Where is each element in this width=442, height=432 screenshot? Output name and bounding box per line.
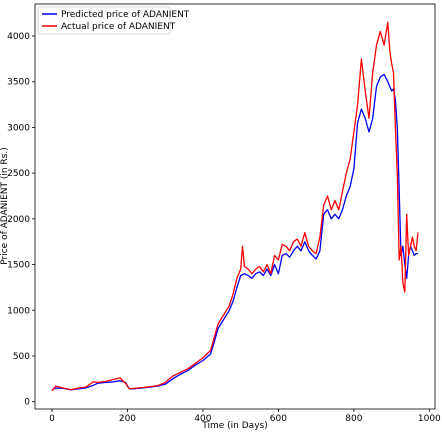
- x-tick-label: 400: [194, 414, 211, 424]
- y-tick-label: 500: [13, 352, 30, 362]
- x-tick-label: 0: [49, 414, 55, 424]
- plot-frame: [34, 3, 436, 410]
- legend-label-predicted: Predicted price of ADANIENT: [61, 10, 190, 20]
- y-tick-label: 2500: [7, 169, 30, 179]
- x-tick-label: 600: [270, 414, 287, 424]
- series-line-predicted: [51, 73, 418, 391]
- legend-box: [37, 6, 171, 35]
- series-layer: [51, 21, 419, 392]
- x-axis-label: Time (in Days): [201, 421, 267, 431]
- y-axis-label: Price of ADANIENT (in Rs.): [0, 147, 10, 265]
- legend: Predicted price of ADANIENT Actual price…: [37, 6, 190, 35]
- y-tick-label: 2000: [7, 215, 30, 225]
- y-tick-label: 0: [24, 398, 30, 408]
- x-tick-label: 1000: [418, 414, 441, 424]
- y-tick-label: 3500: [7, 78, 30, 88]
- ticks-layer: 0 200 400 600 800 1000 0 500 1000 1500 2000 2500 300…: [7, 32, 441, 424]
- y-tick-label: 3000: [7, 123, 30, 133]
- y-tick-label: 1000: [7, 306, 30, 316]
- legend-label-actual: Actual price of ADANIENT: [61, 22, 176, 32]
- y-tick-label: 4000: [7, 32, 30, 42]
- series-line-actual: [51, 21, 419, 392]
- x-tick-label: 800: [345, 414, 362, 424]
- y-tick-label: 1500: [7, 261, 30, 271]
- x-tick-label: 200: [119, 414, 136, 424]
